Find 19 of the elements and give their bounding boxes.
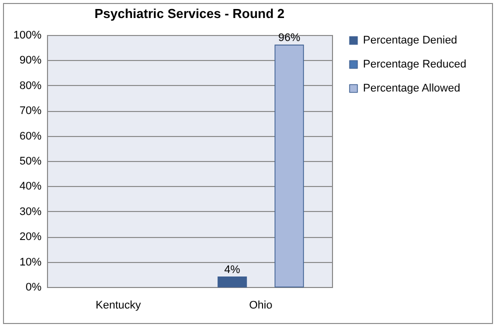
y-tick-label: 70% [19, 105, 42, 118]
y-tick-label: 10% [19, 256, 42, 268]
y-tick-label: 80% [19, 80, 42, 92]
y-tick-label: 60% [19, 130, 42, 142]
legend-label: Percentage Allowed [363, 82, 460, 94]
y-tick-label: 40% [19, 180, 42, 193]
y-tick-label: 100% [13, 30, 42, 42]
y-tick-label: 0% [26, 282, 42, 294]
chart-title: Psychiatric Services - Round 2 [94, 6, 285, 21]
legend-label: Percentage Denied [363, 34, 458, 46]
data-label: 96% [278, 32, 300, 44]
y-tick-label: 30% [19, 206, 42, 218]
y-tick-label: 50% [19, 156, 42, 168]
y-tick-label: 90% [19, 54, 42, 67]
data-label: 4% [224, 264, 240, 276]
x-tick-label: Kentucky [96, 300, 142, 312]
x-tick-label: Ohio [249, 300, 272, 312]
y-tick-label: 20% [19, 231, 42, 244]
legend-label: Percentage Reduced [363, 58, 466, 70]
